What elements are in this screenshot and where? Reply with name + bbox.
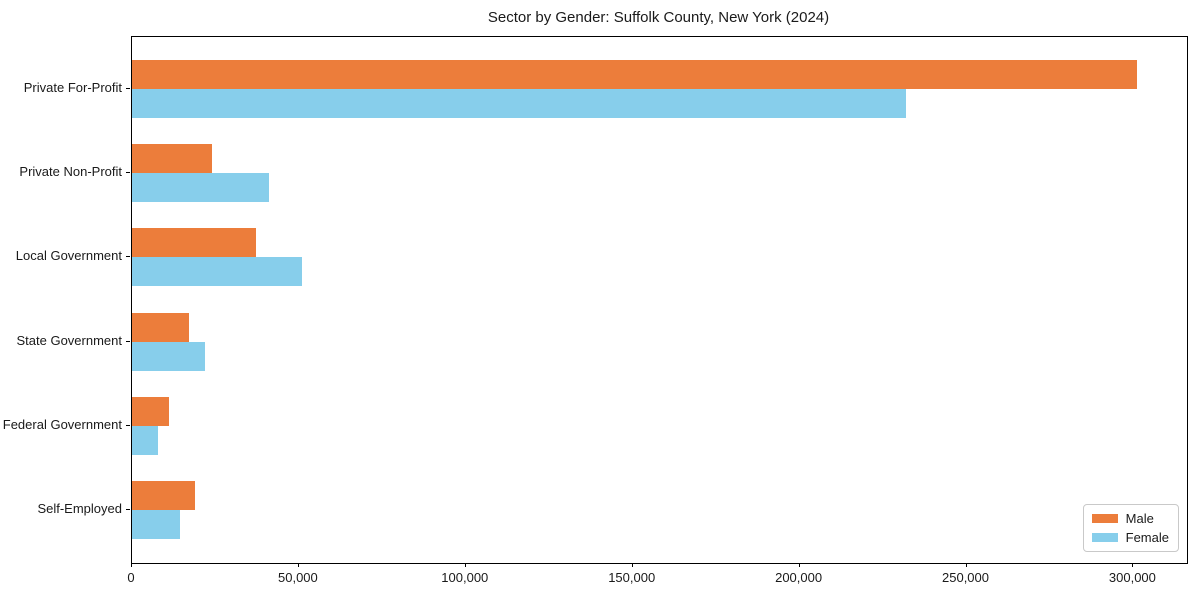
legend-entry-male: Male xyxy=(1091,511,1169,526)
bar-female-federal-government xyxy=(132,425,158,455)
bar-female-private-for-profit xyxy=(132,89,907,118)
x-tick-mark xyxy=(631,563,633,567)
chart-title: Sector by Gender: Suffolk County, New Yo… xyxy=(487,9,830,26)
x-tick-label: 200,000 xyxy=(775,570,823,585)
category-label-state-government: State Government xyxy=(16,332,123,348)
y-tick-mark xyxy=(126,424,130,426)
y-tick-mark xyxy=(126,88,130,89)
x-tick-label: 300,000 xyxy=(1108,570,1156,585)
category-label-private-non-profit: Private Non-Profit xyxy=(19,164,122,180)
bar-male-private-non-profit xyxy=(132,144,213,174)
x-tick-label: 100,000 xyxy=(441,570,489,585)
x-tick-mark xyxy=(131,563,132,567)
bar-male-private-for-profit xyxy=(132,60,1137,89)
x-tick-mark xyxy=(965,563,967,567)
legend-label-male: Male xyxy=(1125,511,1154,526)
bar-male-federal-government xyxy=(132,396,169,426)
legend-entry-female: Female xyxy=(1091,530,1169,545)
bar-female-self-employed xyxy=(132,510,181,539)
category-label-local-government: Local Government xyxy=(15,248,122,264)
legend-swatch-female xyxy=(1091,533,1118,542)
x-tick-label: 150,000 xyxy=(608,570,656,585)
bar-female-private-non-profit xyxy=(132,173,269,203)
category-label-federal-government: Federal Government xyxy=(2,416,122,432)
y-tick-mark xyxy=(126,340,130,342)
x-tick-label: 50,000 xyxy=(278,570,318,585)
x-tick-mark xyxy=(798,563,800,567)
category-label-private-for-profit: Private For-Profit xyxy=(23,80,122,95)
category-label-self-employed: Self-Employed xyxy=(37,501,122,516)
y-tick-mark xyxy=(126,172,130,174)
bar-male-local-government xyxy=(132,228,256,258)
x-tick-mark xyxy=(297,563,299,567)
x-tick-mark xyxy=(464,563,466,567)
legend-swatch-male xyxy=(1091,514,1118,523)
bar-male-self-employed xyxy=(132,481,196,510)
x-tick-mark xyxy=(1132,563,1134,567)
bar-female-state-government xyxy=(132,341,206,371)
y-tick-mark xyxy=(126,509,130,510)
bar-female-local-government xyxy=(132,257,303,287)
plot-area: Male Female xyxy=(131,36,1188,564)
x-tick-label: 250,000 xyxy=(942,570,989,585)
legend-label-female: Female xyxy=(1125,530,1169,545)
bar-male-state-government xyxy=(132,312,189,342)
y-tick-mark xyxy=(126,256,130,258)
x-tick-label: 0 xyxy=(127,570,135,585)
legend: Male Female xyxy=(1082,504,1179,552)
